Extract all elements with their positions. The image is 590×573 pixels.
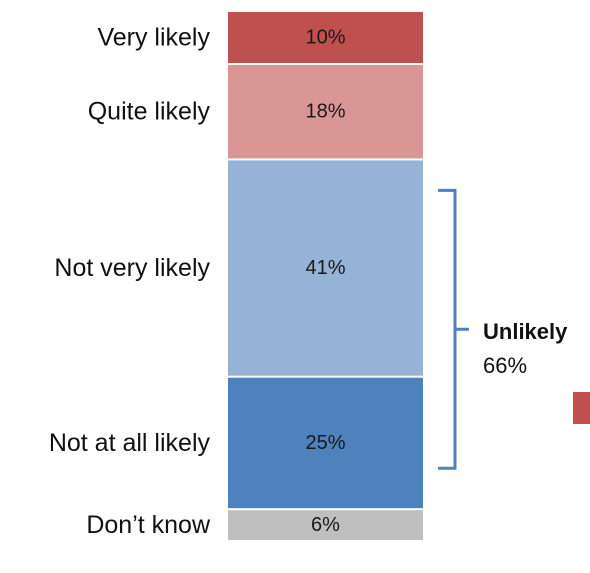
category-label-not-at-all-likely: Not at all likely	[49, 429, 211, 457]
bar-stack	[228, 12, 423, 540]
bar-quite-likely	[228, 65, 423, 159]
category-label-dont-know: Don’t know	[86, 511, 211, 539]
bracket-line	[438, 188, 469, 470]
value-label-not-very-likely: 41%	[305, 257, 345, 279]
bar-not-very-likely	[228, 160, 423, 376]
category-labels: Very likely Quite likely Not very likely No…	[49, 24, 211, 540]
value-label-quite-likely: 18%	[305, 101, 345, 123]
value-label-not-at-all-likely: 25%	[305, 432, 345, 454]
category-label-quite-likely: Quite likely	[88, 98, 211, 126]
bar-dont-know	[228, 510, 423, 540]
value-label-dont-know: 6%	[311, 514, 340, 536]
unlikely-bracket: Unlikely 66%	[438, 188, 590, 470]
bar-very-likely	[228, 12, 423, 63]
bracket-label: Unlikely	[483, 319, 568, 344]
value-label-very-likely: 10%	[305, 27, 345, 49]
value-labels: 10% 18% 41% 25% 6%	[305, 27, 345, 537]
category-label-not-very-likely: Not very likely	[54, 254, 210, 282]
bar-not-at-all-likely	[228, 377, 423, 509]
partial-marker	[573, 392, 590, 424]
bracket-value: 66%	[483, 353, 527, 378]
category-label-very-likely: Very likely	[97, 24, 210, 52]
